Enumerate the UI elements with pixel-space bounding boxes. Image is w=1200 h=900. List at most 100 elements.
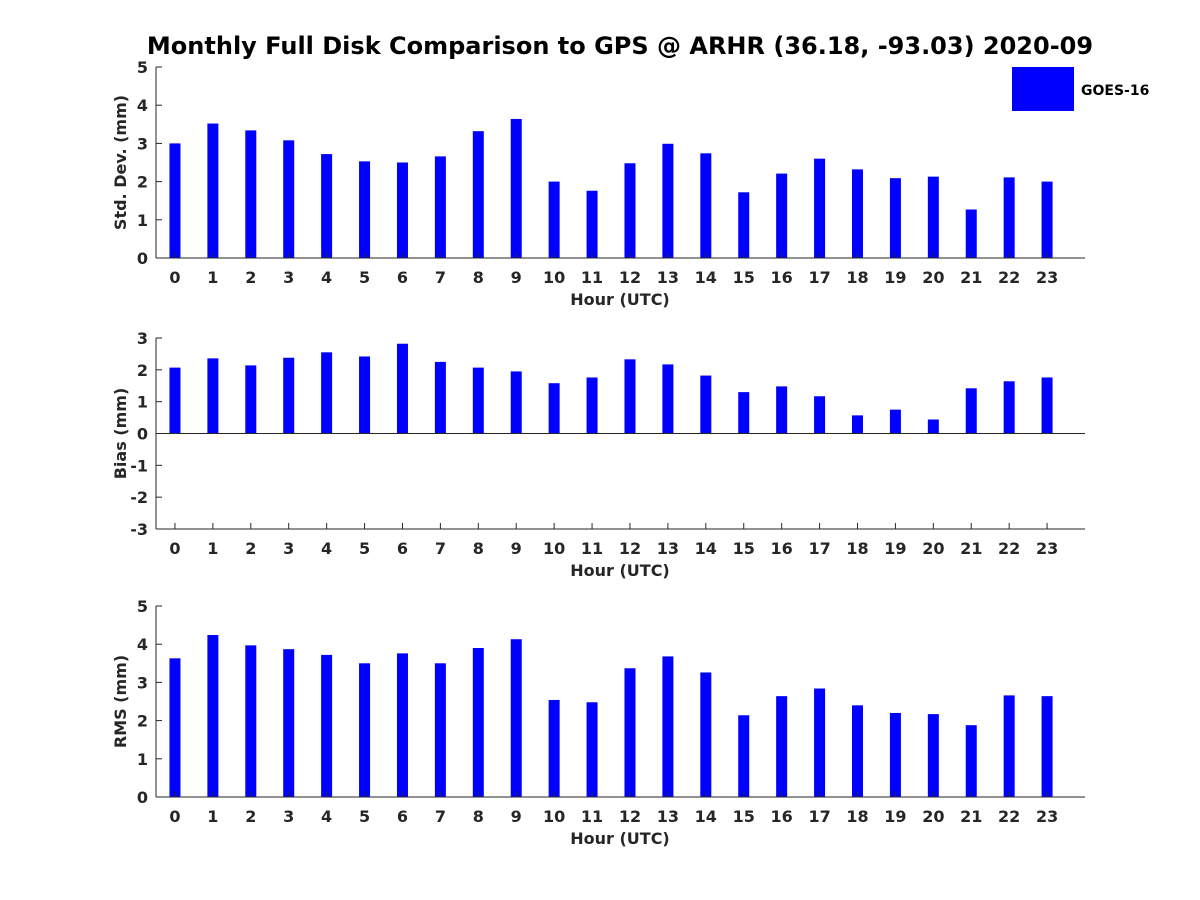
bias-ytick-label: 2 <box>137 361 148 380</box>
std-dev-bar-10 <box>548 181 560 258</box>
bias-xtick-label: 22 <box>998 539 1020 558</box>
rms-xtick-label: 8 <box>473 807 484 826</box>
std-dev-xtick-label: 17 <box>808 268 830 287</box>
bias-xtick-label: 10 <box>543 539 565 558</box>
std-dev-bar-15 <box>738 192 750 258</box>
rms-xtick-label: 9 <box>511 807 522 826</box>
rms-ylabel: RMS (mm) <box>111 655 130 748</box>
std-dev-xtick-label: 7 <box>435 268 446 287</box>
bias-xtick-label: 5 <box>359 539 370 558</box>
rms-bar-3 <box>283 649 295 797</box>
rms-xtick-label: 3 <box>283 807 294 826</box>
legend-swatch <box>1012 67 1074 111</box>
std-dev-bar-7 <box>434 156 446 258</box>
std-dev-ytick-label: 0 <box>137 249 148 268</box>
rms-xtick-label: 6 <box>397 807 408 826</box>
rms-xtick-label: 2 <box>245 807 256 826</box>
bias-bar-5 <box>359 356 371 434</box>
rms-ytick-label: 1 <box>137 750 148 769</box>
bias-bar-21 <box>965 388 977 434</box>
std-dev-bar-22 <box>1003 177 1015 258</box>
rms-bar-0 <box>169 658 181 797</box>
bias-bar-13 <box>662 364 674 434</box>
legend: GOES-16 <box>1012 67 1149 111</box>
std-dev-bar-19 <box>889 178 901 258</box>
rms-xtick-label: 18 <box>846 807 868 826</box>
std-dev-bar-23 <box>1041 181 1053 258</box>
rms-xtick-label: 19 <box>884 807 906 826</box>
std-dev-ytick-label: 2 <box>137 173 148 192</box>
std-dev-ytick-label: 5 <box>137 58 148 77</box>
bias-xtick-label: 9 <box>511 539 522 558</box>
rms-bar-9 <box>510 639 522 797</box>
bias-xtick-label: 13 <box>657 539 679 558</box>
bias-bar-6 <box>396 343 408 434</box>
bias-xtick-label: 11 <box>581 539 603 558</box>
std-dev-ytick-label: 1 <box>137 211 148 230</box>
std-dev-xtick-label: 11 <box>581 268 603 287</box>
rms-xtick-label: 0 <box>169 807 180 826</box>
rms-bar-22 <box>1003 695 1015 797</box>
bias-xtick-label: 19 <box>884 539 906 558</box>
bias-ylabel: Bias (mm) <box>111 388 130 480</box>
bias-bar-12 <box>624 359 636 434</box>
bias-bar-9 <box>510 371 522 434</box>
std-dev-bar-2 <box>245 130 257 258</box>
rms-bar-17 <box>814 688 826 797</box>
bias-xtick-label: 14 <box>695 539 717 558</box>
std-dev-bar-1 <box>207 123 219 258</box>
rms-bar-7 <box>434 663 446 797</box>
rms-bar-19 <box>889 712 901 797</box>
bias-bar-23 <box>1041 377 1053 434</box>
bias-bar-11 <box>586 377 598 434</box>
rms-bar-14 <box>700 672 712 797</box>
bias-xtick-label: 23 <box>1036 539 1058 558</box>
bias-xtick-label: 6 <box>397 539 408 558</box>
bias-ytick-label: -1 <box>130 456 148 475</box>
std-dev-bar-4 <box>321 154 333 258</box>
std-dev-xtick-label: 15 <box>733 268 755 287</box>
bias-bar-1 <box>207 358 219 434</box>
bias-xtick-label: 20 <box>922 539 944 558</box>
std-dev-bar-9 <box>510 118 522 258</box>
bias-bar-0 <box>169 367 181 434</box>
rms-ytick-label: 5 <box>137 597 148 616</box>
rms-xtick-label: 17 <box>808 807 830 826</box>
rms-bar-4 <box>321 654 333 797</box>
rms-bar-2 <box>245 645 257 797</box>
std-dev-bar-20 <box>927 176 939 258</box>
rms-bar-8 <box>472 648 484 797</box>
rms-ytick-label: 2 <box>137 712 148 731</box>
std-dev-xtick-label: 23 <box>1036 268 1058 287</box>
std-dev-bar-6 <box>396 162 408 258</box>
rms-xlabel: Hour (UTC) <box>570 829 670 848</box>
bias-xtick-label: 8 <box>473 539 484 558</box>
bias-xtick-label: 12 <box>619 539 641 558</box>
bias-xtick-label: 4 <box>321 539 332 558</box>
std-dev-bar-21 <box>965 209 977 258</box>
std-dev-bar-13 <box>662 143 674 258</box>
rms-bar-16 <box>776 696 788 797</box>
std-dev-bar-0 <box>169 143 181 258</box>
std-dev-bar-14 <box>700 153 712 258</box>
std-dev-xtick-label: 22 <box>998 268 1020 287</box>
bias-xtick-label: 17 <box>808 539 830 558</box>
rms-xtick-label: 14 <box>695 807 717 826</box>
rms-bar-12 <box>624 668 636 797</box>
bias-bar-17 <box>814 396 826 434</box>
std-dev-xtick-label: 3 <box>283 268 294 287</box>
bias-bar-22 <box>1003 381 1015 434</box>
bias-xtick-label: 1 <box>207 539 218 558</box>
bias-xtick-label: 16 <box>771 539 793 558</box>
std-dev-ytick-label: 3 <box>137 134 148 153</box>
rms-ytick-label: 0 <box>137 788 148 807</box>
bias-xtick-label: 2 <box>245 539 256 558</box>
bias-xtick-label: 18 <box>846 539 868 558</box>
std-dev-xtick-label: 16 <box>771 268 793 287</box>
rms-bar-15 <box>738 715 750 797</box>
std-dev-xtick-label: 6 <box>397 268 408 287</box>
std-dev-xtick-label: 4 <box>321 268 332 287</box>
